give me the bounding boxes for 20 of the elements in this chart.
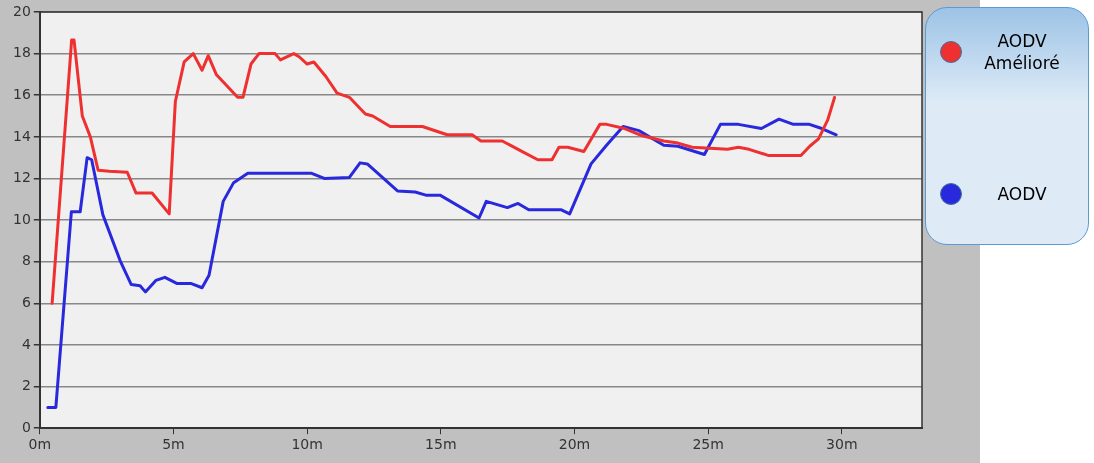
legend-label: AODV — [996, 183, 1048, 205]
y-tick-label: 12 — [12, 169, 31, 186]
x-tick-label: 5m — [162, 436, 185, 453]
x-tick-label: 0m — [28, 436, 52, 453]
y-tick-label: 0 — [21, 418, 31, 435]
x-tick-label: 10m — [291, 436, 323, 453]
y-tick-label: 2 — [21, 377, 31, 394]
y-tick-label: 8 — [21, 252, 31, 269]
y-tick-label: 16 — [12, 85, 31, 102]
y-tick-label: 6 — [21, 293, 31, 310]
y-tick-label: 18 — [12, 44, 31, 61]
x-tick-label: 30m — [826, 436, 858, 453]
x-tick-label: 20m — [558, 436, 591, 453]
y-tick-label: 20 — [12, 2, 31, 19]
y-tick-label: 14 — [12, 127, 31, 144]
y-tick-label: 10 — [12, 210, 31, 227]
y-tick-label: 4 — [21, 335, 31, 352]
legend-label: AODV Amélioré — [983, 30, 1061, 74]
x-tick-label: 25m — [692, 436, 724, 453]
x-tick-label: 15m — [425, 436, 457, 453]
